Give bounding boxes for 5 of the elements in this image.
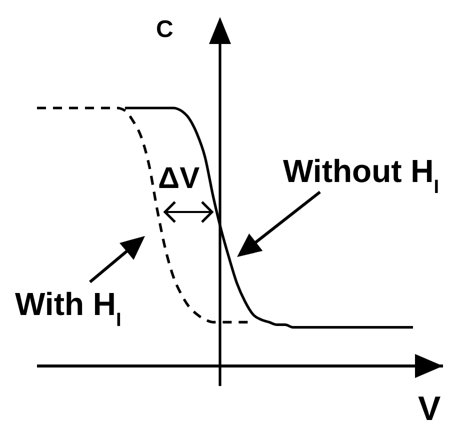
x-axis-title: V (418, 390, 441, 423)
annotation: ΔV (158, 162, 200, 195)
legend-label: With H$_{I}$ (15, 286, 122, 330)
text: Without H$_{I}$ (283, 153, 440, 198)
y-axis-title: C (156, 16, 174, 43)
